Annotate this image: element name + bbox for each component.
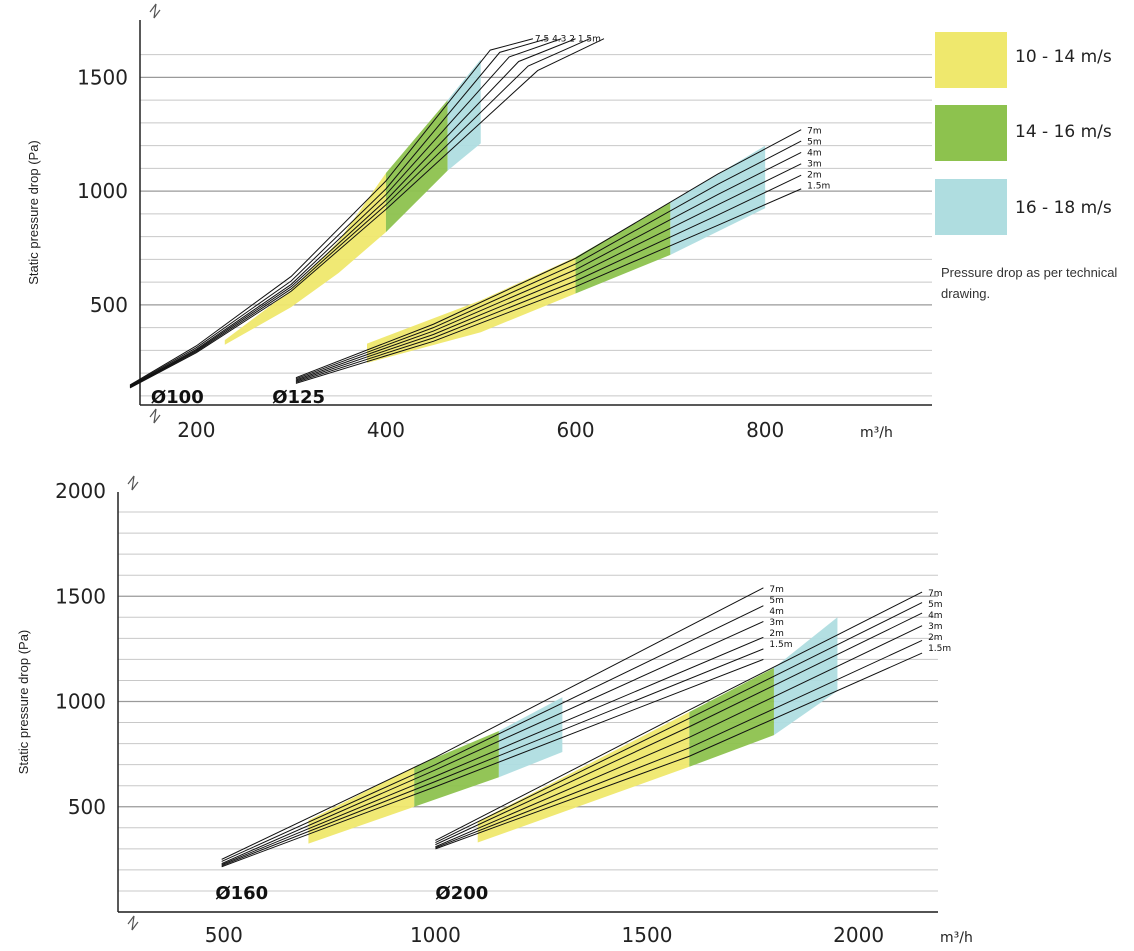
series-line-2m <box>129 38 590 388</box>
velocity-band <box>773 617 838 736</box>
x-tick-label: 200 <box>177 418 215 442</box>
diameter-label: Ø160 <box>215 883 268 904</box>
series-line-1.5m <box>221 658 764 868</box>
velocity-band <box>414 730 499 807</box>
series-line-4m <box>221 621 764 865</box>
diameter-label: Ø200 <box>435 883 488 904</box>
group-d100: Ø100 <box>129 38 605 408</box>
axis-break-top <box>149 3 161 19</box>
series-line-4m <box>295 152 802 381</box>
length-label: 2m <box>928 633 943 643</box>
x-tick-label: 2000 <box>833 923 884 947</box>
length-label: 3m <box>928 622 943 632</box>
y-tick-label: 500 <box>90 293 128 317</box>
y-axis-title: Static pressure drop (Pa) <box>26 140 41 285</box>
x-tick-label: 1000 <box>410 923 461 947</box>
length-label: 2m <box>807 171 822 181</box>
length-label: 4m <box>807 149 822 159</box>
x-unit-label: m³/h <box>860 425 893 441</box>
length-label: 5m <box>807 138 822 148</box>
series-line-3m <box>435 625 923 848</box>
series-line-7m <box>435 591 923 841</box>
y-tick-label: 1500 <box>77 65 128 89</box>
series-line-2m <box>435 640 923 849</box>
length-label: 7m <box>928 589 943 599</box>
legend-note: Pressure drop as per technical drawing. <box>941 265 1118 301</box>
series-line-7.5m <box>129 38 534 386</box>
length-label: 3m <box>769 618 784 628</box>
length-labels: 7.5 4.3 2 1.5m <box>535 35 601 45</box>
velocity-band <box>385 100 448 233</box>
series-line-4m <box>129 38 562 387</box>
axis-break-top <box>127 475 139 491</box>
chart-bottom: 500 1000 1500 2000 m³/h 500 1000 1500 2000 Static… <box>16 475 973 947</box>
diameter-label: Ø100 <box>151 387 204 408</box>
velocity-band <box>447 59 481 171</box>
y-tick-label: 1000 <box>55 690 106 714</box>
legend-swatch-16-18 <box>935 179 1007 235</box>
velocity-band <box>308 766 415 844</box>
velocity-band <box>498 697 563 778</box>
y-tick-label: 1500 <box>55 584 106 608</box>
axis-break-bottom <box>127 915 139 931</box>
series-line-4m <box>435 612 923 846</box>
axis-break-bottom <box>149 408 161 424</box>
series-line-3m <box>295 163 802 382</box>
series-line-3m <box>221 636 764 866</box>
series-line-1.5m <box>295 188 802 384</box>
legend-label-14-16: 14 - 16 m/s <box>1015 122 1112 142</box>
y-tick-label: 1000 <box>77 179 128 203</box>
legend-swatch-10-14 <box>935 32 1007 88</box>
y-axis-title: Static pressure drop (Pa) <box>16 630 31 775</box>
length-label: 7m <box>807 127 822 137</box>
series-line-5m <box>435 602 923 843</box>
series-line-7m <box>295 129 802 379</box>
legend-label-16-18: 16 - 18 m/s <box>1015 198 1112 218</box>
series-line-2m <box>295 174 802 383</box>
length-label: 2m <box>769 629 784 639</box>
length-label: 4m <box>928 611 943 621</box>
length-label: 3m <box>807 160 822 170</box>
series-line-7m <box>221 587 764 860</box>
y-tick-label: 500 <box>68 795 106 819</box>
group-d125: Ø125 <box>272 129 802 408</box>
length-label: 7m <box>769 585 784 595</box>
legend-label-10-14: 10 - 14 m/s <box>1015 47 1112 67</box>
length-label: 1.5m <box>769 640 792 650</box>
diameter-label: Ø125 <box>272 387 325 408</box>
length-label: 1.5m <box>807 182 830 192</box>
series-line-1.5m <box>435 652 923 850</box>
chart-top: 200 400 600 800 m³/h 500 1000 1500 Static pressu… <box>26 3 932 442</box>
velocity-band <box>670 145 766 255</box>
length-label: 1.5m <box>928 644 951 654</box>
x-tick-label: 500 <box>205 923 243 947</box>
legend-swatch-14-16 <box>935 105 1007 161</box>
series-line-5m <box>221 605 764 862</box>
series-line-1.5m <box>129 38 605 389</box>
series-line-5m <box>295 140 802 380</box>
x-unit-label: m³/h <box>940 930 973 946</box>
grid <box>118 511 938 913</box>
x-tick-label: 600 <box>556 418 594 442</box>
series-line-3m <box>129 38 576 388</box>
series-line-2m <box>221 648 764 867</box>
y-tick-label: 2000 <box>55 479 106 503</box>
grid <box>140 54 932 397</box>
x-tick-label: 1500 <box>622 923 673 947</box>
length-label: 4m <box>769 607 784 617</box>
x-tick-label: 400 <box>367 418 405 442</box>
group-d200: Ø200 <box>435 591 923 904</box>
length-label: 5m <box>928 600 943 610</box>
velocity-band <box>575 202 671 294</box>
group-d160: Ø160 <box>215 587 764 904</box>
series-line-5m <box>129 38 548 387</box>
x-tick-label: 800 <box>746 418 784 442</box>
velocity-band <box>224 172 386 345</box>
length-label: 5m <box>769 596 784 606</box>
